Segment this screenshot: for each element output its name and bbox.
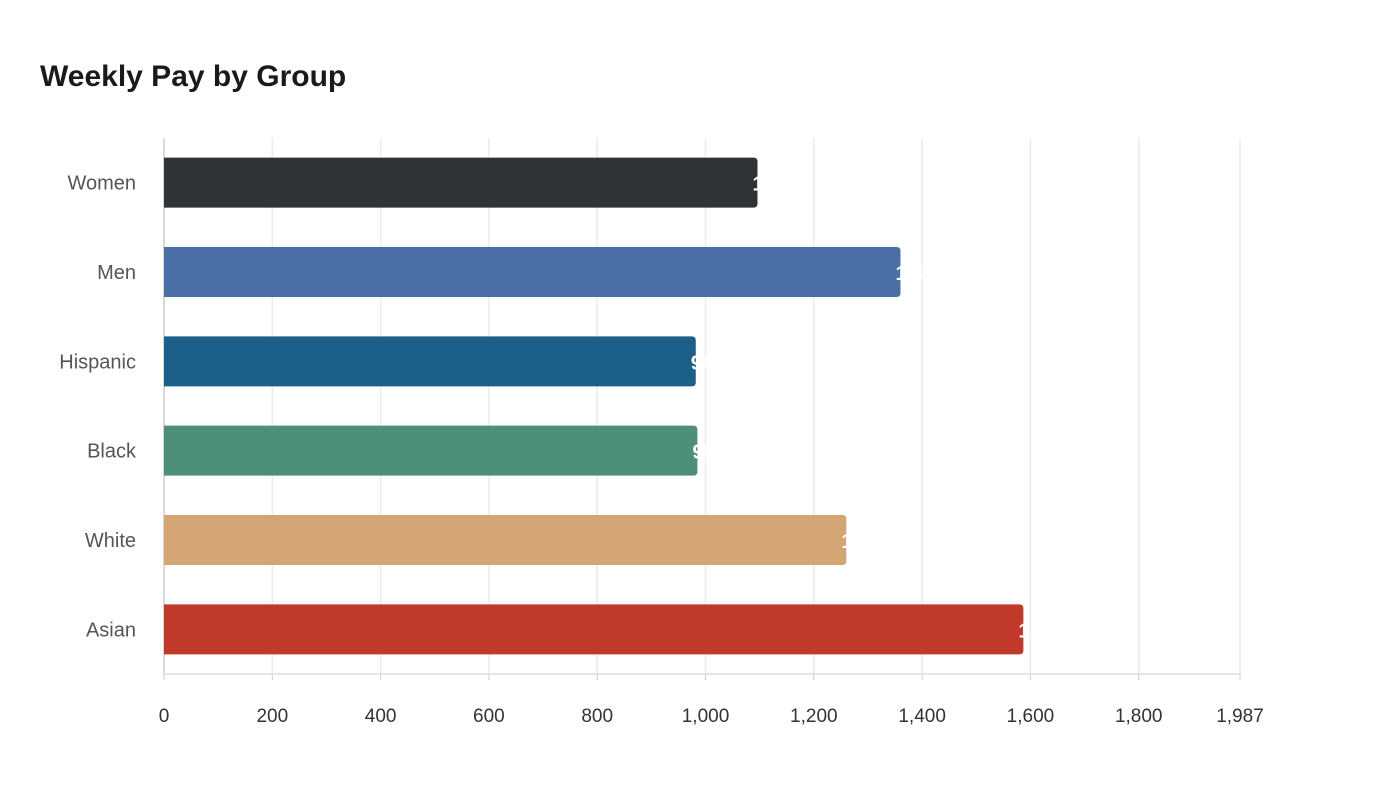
bar (164, 604, 1024, 655)
bar (164, 515, 847, 565)
y-tick-label: Asian (86, 619, 136, 641)
data-label: 1,587 (1018, 620, 1068, 642)
x-tick-label: 1,600 (1007, 706, 1055, 727)
chart-title: Weekly Pay by Group (40, 60, 347, 93)
data-label: 982 (691, 352, 724, 374)
x-tick-label: 400 (365, 706, 397, 727)
data-label: 985 (692, 442, 725, 464)
data-label: 1,096 (753, 174, 803, 196)
x-tick-label: 0 (159, 706, 170, 727)
x-tick-label: 1,200 (790, 706, 838, 727)
x-tick-label: 600 (473, 706, 505, 727)
y-tick-label: Men (97, 262, 136, 284)
x-tick-label: 200 (256, 706, 288, 727)
x-tick-label: 1,000 (682, 706, 730, 727)
bar (164, 336, 696, 387)
bar (164, 425, 698, 476)
bar (164, 247, 901, 297)
x-tick-label: 800 (581, 706, 613, 727)
y-tick-label: Women (67, 173, 136, 195)
x-tick-label: 1,400 (898, 706, 946, 727)
data-label: 1,360 (895, 263, 945, 285)
y-tick-label: White (85, 530, 136, 552)
y-tick-label: Black (87, 441, 137, 463)
x-tick-label: 1,800 (1115, 706, 1163, 727)
y-tick-label: Hispanic (59, 351, 136, 373)
x-tick-label: 1,987 (1216, 706, 1264, 727)
data-label: 1,260 (841, 531, 891, 553)
bar (164, 157, 758, 208)
